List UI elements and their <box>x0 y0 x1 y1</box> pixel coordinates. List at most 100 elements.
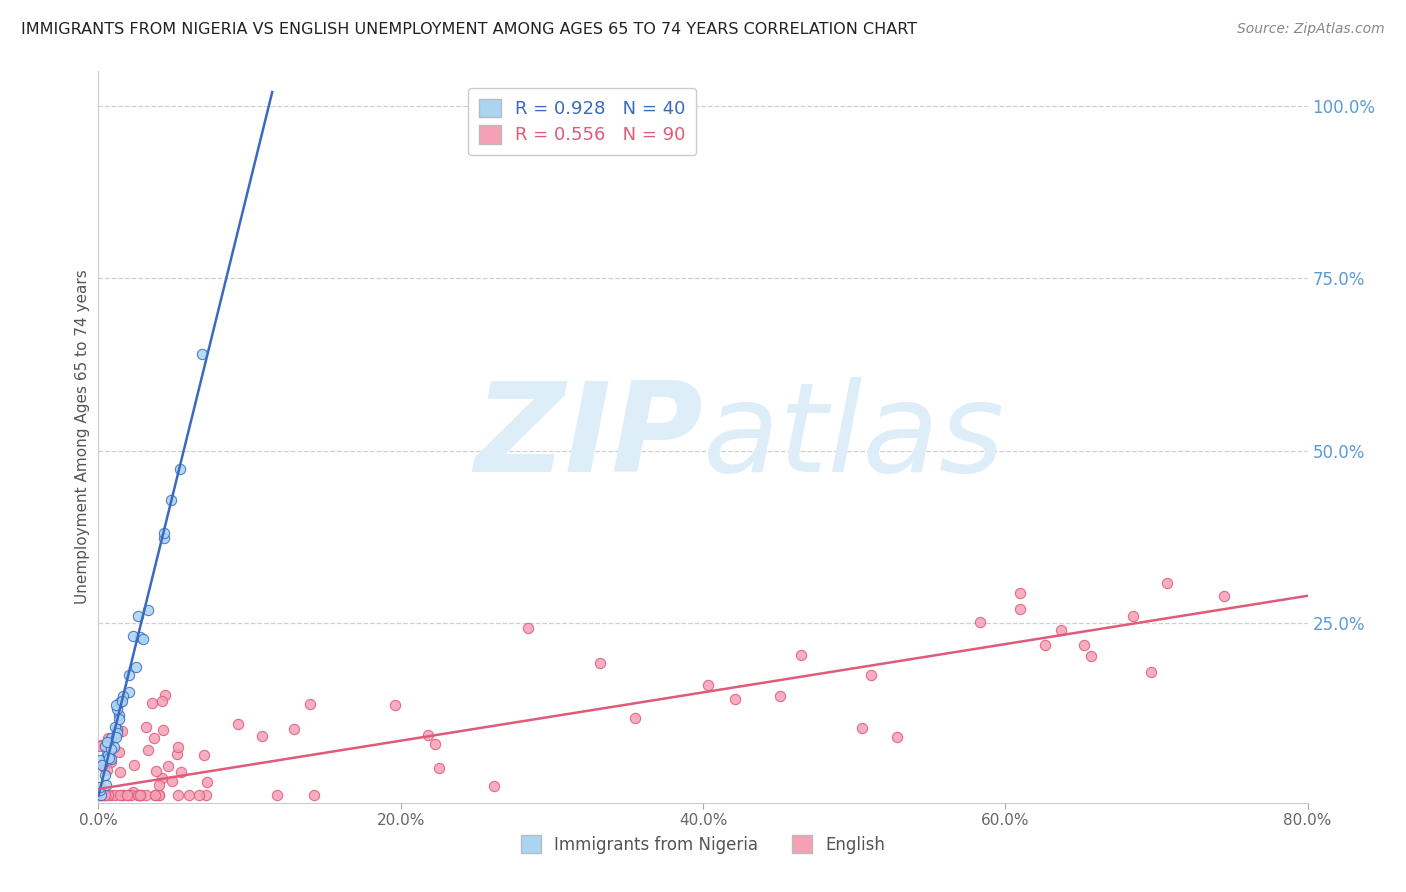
Point <box>623 710 645 724</box>
Point <box>110 764 132 779</box>
Point <box>166 739 188 754</box>
Point <box>127 788 149 802</box>
Point <box>169 462 191 476</box>
Point <box>129 788 152 802</box>
Point <box>148 788 170 802</box>
Point <box>96 735 118 749</box>
Point <box>152 723 174 737</box>
Point <box>851 722 873 736</box>
Point <box>1073 638 1095 652</box>
Point <box>170 764 193 779</box>
Point <box>1008 602 1031 616</box>
Point <box>1156 576 1178 591</box>
Point <box>100 742 122 756</box>
Point <box>105 725 128 739</box>
Point <box>148 778 170 792</box>
Y-axis label: Unemployment Among Ages 65 to 74 years: Unemployment Among Ages 65 to 74 years <box>75 269 90 605</box>
Point <box>122 629 145 643</box>
Point <box>696 678 718 692</box>
Point <box>129 788 152 802</box>
Point <box>122 757 145 772</box>
Point <box>117 788 139 802</box>
Point <box>91 758 114 772</box>
Point <box>150 694 173 708</box>
Point <box>104 788 127 802</box>
Point <box>105 702 128 716</box>
Point <box>141 697 163 711</box>
Point <box>1122 608 1144 623</box>
Point <box>790 648 813 663</box>
Point <box>143 731 166 745</box>
Point <box>266 788 288 802</box>
Point <box>143 788 166 802</box>
Point <box>127 609 149 624</box>
Point <box>97 788 120 802</box>
Point <box>153 531 176 545</box>
Point <box>283 723 305 737</box>
Point <box>135 788 157 802</box>
Point <box>89 739 111 753</box>
Text: ZIP: ZIP <box>474 376 703 498</box>
Point <box>90 788 112 802</box>
Point <box>97 748 120 763</box>
Point <box>167 788 190 802</box>
Point <box>193 748 215 763</box>
Point <box>94 739 117 753</box>
Point <box>89 788 111 802</box>
Point <box>423 737 446 751</box>
Point <box>104 720 127 734</box>
Point <box>94 778 117 792</box>
Point <box>160 492 183 507</box>
Point <box>589 657 612 671</box>
Point <box>105 731 128 745</box>
Point <box>136 603 159 617</box>
Point <box>384 698 406 713</box>
Point <box>969 615 991 629</box>
Point <box>89 783 111 797</box>
Point <box>886 730 908 744</box>
Point <box>128 631 150 645</box>
Point <box>153 688 176 702</box>
Point <box>516 621 538 635</box>
Point <box>187 788 209 802</box>
Point <box>120 788 142 802</box>
Point <box>769 690 792 704</box>
Text: Source: ZipAtlas.com: Source: ZipAtlas.com <box>1237 22 1385 37</box>
Point <box>89 754 111 768</box>
Point <box>108 745 131 759</box>
Point <box>1140 665 1163 679</box>
Point <box>90 738 112 752</box>
Point <box>1212 589 1234 603</box>
Point <box>117 668 139 682</box>
Point <box>128 788 150 802</box>
Point <box>93 755 115 769</box>
Point <box>195 774 218 789</box>
Point <box>108 695 131 709</box>
Point <box>111 724 134 739</box>
Point <box>177 788 200 802</box>
Point <box>859 668 882 682</box>
Point <box>93 768 115 782</box>
Point <box>128 788 150 802</box>
Point <box>94 788 117 802</box>
Point <box>100 731 122 746</box>
Point <box>110 694 132 708</box>
Point <box>125 659 148 673</box>
Point <box>427 761 450 775</box>
Point <box>226 716 249 731</box>
Point <box>191 346 214 360</box>
Point <box>152 525 174 540</box>
Point <box>299 697 322 711</box>
Point <box>94 788 117 802</box>
Point <box>135 720 157 734</box>
Point <box>93 788 115 802</box>
Point <box>484 779 506 793</box>
Legend: Immigrants from Nigeria, English: Immigrants from Nigeria, English <box>515 829 891 860</box>
Point <box>136 743 159 757</box>
Point <box>105 722 128 736</box>
Point <box>160 774 183 789</box>
Point <box>156 758 179 772</box>
Text: IMMIGRANTS FROM NIGERIA VS ENGLISH UNEMPLOYMENT AMONG AGES 65 TO 74 YEARS CORREL: IMMIGRANTS FROM NIGERIA VS ENGLISH UNEMP… <box>21 22 917 37</box>
Point <box>132 632 155 646</box>
Point <box>194 788 217 802</box>
